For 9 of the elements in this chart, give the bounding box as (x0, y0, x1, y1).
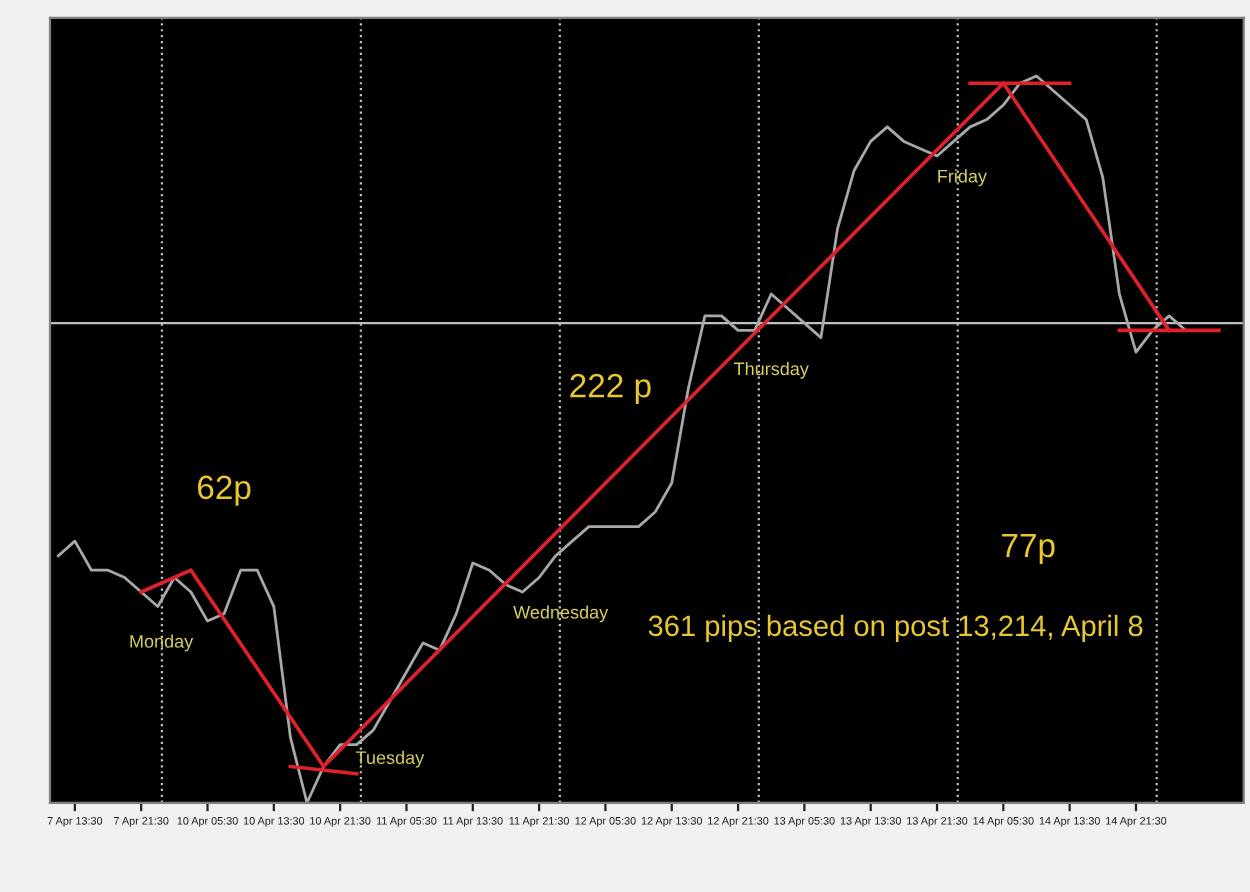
annotation: 361 pips based on post 13,214, April 8 (648, 614, 1143, 642)
annotation: Monday (130, 634, 194, 652)
annotation: Thursday (734, 361, 809, 379)
annotation: Friday (938, 169, 987, 187)
annotation: 77p (1002, 534, 1055, 564)
annotation: Tuesday (356, 750, 425, 768)
annotation: 62p (197, 475, 251, 506)
annotation: Wednesday (513, 605, 609, 623)
annotation: 222 p (570, 373, 651, 405)
